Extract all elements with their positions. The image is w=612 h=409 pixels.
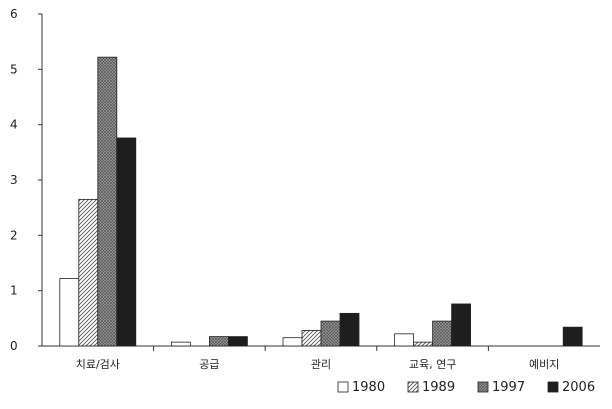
bar-2006	[451, 303, 472, 347]
bar-1989	[78, 198, 99, 347]
bar-2006	[227, 336, 248, 347]
y-tick-label: 0	[10, 339, 18, 353]
bar-1997	[432, 320, 453, 347]
bar-1980	[59, 278, 80, 347]
bar-1997	[208, 336, 229, 347]
legend-label: 1980	[352, 380, 385, 395]
category-label: 교육, 연구	[409, 358, 456, 371]
legend-swatch-2006	[547, 381, 559, 393]
legend-label: 2006	[562, 380, 595, 395]
category-label: 공급	[199, 358, 219, 371]
category-label: 예비지	[529, 358, 559, 371]
legend-label: 1997	[492, 380, 525, 395]
y-tick-label: 4	[10, 118, 18, 132]
bar-1997	[320, 320, 341, 347]
bar-1980	[282, 337, 303, 347]
legend-label: 1989	[422, 380, 455, 395]
bar-2006	[562, 326, 583, 347]
bar-1989	[413, 341, 434, 347]
legend-swatch-1989	[407, 381, 419, 393]
y-tick-label: 5	[10, 62, 18, 76]
legend-swatch-1980	[337, 381, 349, 393]
y-tick-label: 1	[10, 284, 18, 298]
y-tick-label: 6	[10, 7, 18, 21]
bar-2006	[339, 312, 360, 347]
y-tick-label: 2	[10, 228, 18, 242]
bar-2006	[116, 137, 137, 347]
bar-1980	[394, 333, 415, 347]
bar-1980	[170, 341, 191, 347]
category-label: 관리	[311, 358, 331, 371]
bar-1997	[97, 56, 118, 347]
bar-1989	[301, 330, 322, 347]
legend-swatch-1997	[477, 381, 489, 393]
category-label: 치료/검사	[76, 358, 120, 371]
y-tick-label: 3	[10, 173, 18, 187]
